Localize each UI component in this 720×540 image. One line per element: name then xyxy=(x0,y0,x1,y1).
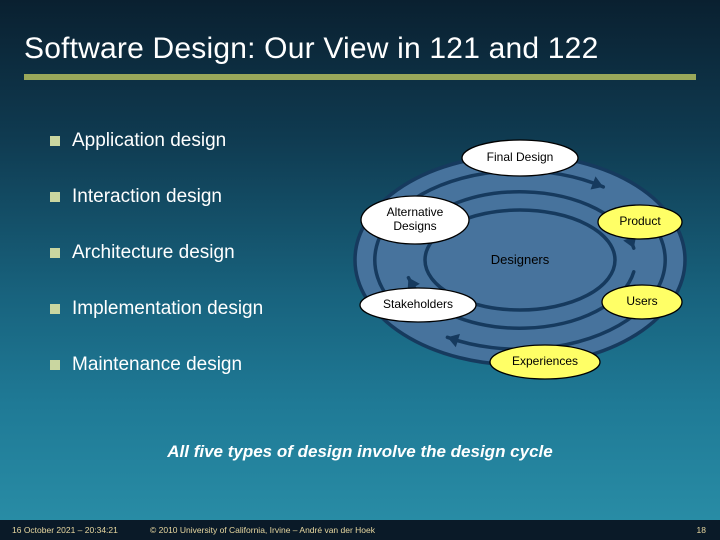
footer-credit: © 2010 University of California, Irvine … xyxy=(140,525,680,535)
bullet-text: Application design xyxy=(72,130,226,152)
bullet-icon xyxy=(50,136,60,146)
title-rule xyxy=(24,74,696,80)
diagram-node-final: Final Design xyxy=(487,151,554,165)
list-item: Architecture design xyxy=(50,242,370,264)
bullet-text: Interaction design xyxy=(72,186,222,208)
diagram-node-alt: AlternativeDesigns xyxy=(387,206,444,234)
footer-page: 18 xyxy=(680,525,720,535)
list-item: Application design xyxy=(50,130,370,152)
bullet-text: Architecture design xyxy=(72,242,235,264)
list-item: Implementation design xyxy=(50,298,370,320)
diagram-svg: Designers xyxy=(340,140,700,380)
bullet-icon xyxy=(50,192,60,202)
page-title: Software Design: Our View in 121 and 122 xyxy=(24,32,696,66)
title-area: Software Design: Our View in 121 and 122 xyxy=(0,0,720,80)
bullet-text: Implementation design xyxy=(72,298,263,320)
design-cycle-diagram: Designers Final Design AlternativeDesigns… xyxy=(340,140,700,380)
bullet-icon xyxy=(50,304,60,314)
footer: 16 October 2021 – 20:34:21 © 2010 Univer… xyxy=(0,520,720,540)
list-item: Interaction design xyxy=(50,186,370,208)
bullet-icon xyxy=(50,248,60,258)
footer-date: 16 October 2021 – 20:34:21 xyxy=(0,525,140,535)
bullet-list: Application design Interaction design Arch… xyxy=(50,130,370,410)
subtitle: All five types of design involve the des… xyxy=(0,442,720,462)
diagram-node-stake: Stakeholders xyxy=(383,298,453,312)
list-item: Maintenance design xyxy=(50,354,370,376)
diagram-node-prod: Product xyxy=(619,215,660,229)
diagram-node-exp: Experiences xyxy=(512,355,578,369)
svg-text:Designers: Designers xyxy=(491,252,550,267)
bullet-icon xyxy=(50,360,60,370)
bullet-text: Maintenance design xyxy=(72,354,242,376)
slide: Software Design: Our View in 121 and 122… xyxy=(0,0,720,540)
diagram-node-users: Users xyxy=(626,295,657,309)
